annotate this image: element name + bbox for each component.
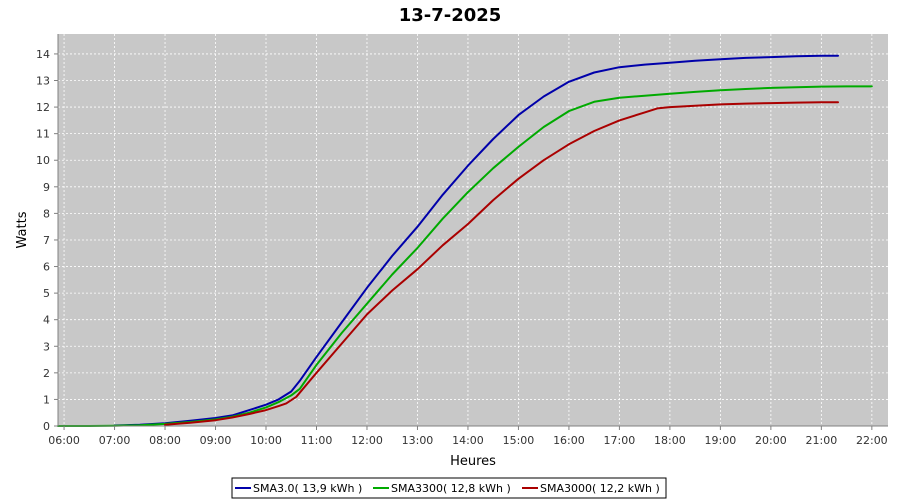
x-tick-label: 15:00	[503, 434, 535, 447]
x-tick-label: 10:00	[250, 434, 282, 447]
y-tick-label: 14	[36, 48, 50, 61]
y-tick-label: 5	[43, 287, 50, 300]
y-axis-label: Watts	[15, 211, 30, 248]
series-line-1	[113, 54, 839, 427]
chart-title: 13-7-2025	[399, 5, 502, 26]
x-tick-label: 09:00	[200, 434, 232, 447]
y-tick-label: 2	[43, 367, 50, 380]
x-tick-label: 22:00	[856, 434, 888, 447]
y-tick-label: 4	[43, 314, 50, 327]
x-tick-label: 20:00	[755, 434, 787, 447]
y-tick-label: 11	[36, 128, 50, 141]
y-tick-label: 0	[43, 420, 50, 433]
x-tick-label: 11:00	[301, 434, 333, 447]
x-tick-label: 06:00	[48, 434, 80, 447]
y-tick-label: 6	[43, 261, 50, 274]
series-lines	[57, 54, 873, 427]
x-tick-label: 08:00	[149, 434, 181, 447]
axes: 06:00 07:00 08:00 09:00 10:00 11:00 12:00 13:00…	[36, 34, 888, 447]
x-tick-label: 07:00	[99, 434, 131, 447]
y-tick-label: 13	[36, 75, 50, 88]
x-tick-label: 21:00	[806, 434, 838, 447]
y-tick-label: 1	[43, 393, 50, 406]
y-tick-label: 3	[43, 340, 50, 353]
x-tick-label: 16:00	[553, 434, 585, 447]
legend-label-2: SMA3300( 12,8 kWh )	[391, 482, 511, 495]
legend: SMA3.0( 13,9 kWh ) SMA3300( 12,8 kWh ) SMA…	[231, 477, 667, 499]
plot-area	[58, 34, 888, 426]
x-tick-label: 17:00	[604, 434, 636, 447]
x-tick-label: 14:00	[452, 434, 484, 447]
legend-label-1: SMA3.0( 13,9 kWh )	[253, 482, 362, 495]
y-tick-label: 12	[36, 101, 50, 114]
series-line-3	[164, 101, 839, 426]
x-axis-label: Heures	[450, 454, 496, 469]
y-tick-label: 9	[43, 181, 50, 194]
legend-label-3: SMA3000( 12,2 kWh )	[540, 482, 660, 495]
legend-box	[231, 477, 667, 499]
x-tick-label: 19:00	[705, 434, 737, 447]
x-tick-label: 13:00	[402, 434, 434, 447]
grid-lines	[58, 34, 888, 427]
y-tick-label: 8	[43, 207, 50, 220]
x-tick-label: 12:00	[351, 434, 383, 447]
x-tick-label: 18:00	[654, 434, 686, 447]
y-tick-label: 7	[43, 234, 50, 247]
y-tick-label: 10	[36, 154, 50, 167]
